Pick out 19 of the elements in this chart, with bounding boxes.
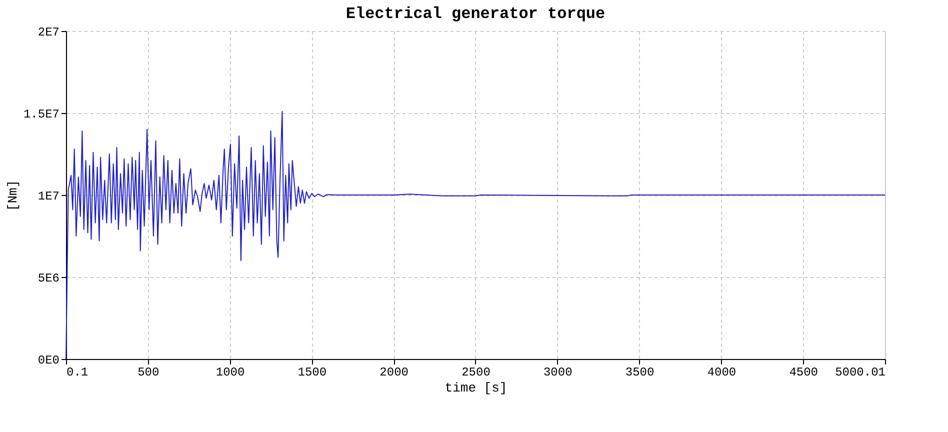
x-tick-label: 2000 xyxy=(380,366,408,380)
x-axis-title: time [s] xyxy=(444,380,508,396)
x-tick-label: 500 xyxy=(138,366,160,380)
y-tick-label: 1E7 xyxy=(38,190,60,204)
x-tick-label: 3500 xyxy=(625,366,654,380)
y-axis-title: [Nm] xyxy=(5,180,20,212)
x-tick-label: 4500 xyxy=(789,366,818,380)
x-tick-label: 1500 xyxy=(298,366,327,380)
x-tick-label: 2500 xyxy=(462,366,490,380)
y-tick-label: 5E6 xyxy=(38,272,60,286)
y-tick-label: 1.5E7 xyxy=(23,108,60,122)
x-tick-label: 5000.01 xyxy=(835,366,886,380)
y-tick-label: 2E7 xyxy=(38,26,60,40)
x-tick-label: 0.1 xyxy=(66,366,88,380)
chart-title: Electrical generator torque xyxy=(346,5,606,23)
x-tick-label: 4000 xyxy=(707,366,736,380)
x-tick-label: 3000 xyxy=(543,366,572,380)
y-tick-label: 0E0 xyxy=(38,354,60,368)
x-tick-label: 1000 xyxy=(216,366,245,380)
